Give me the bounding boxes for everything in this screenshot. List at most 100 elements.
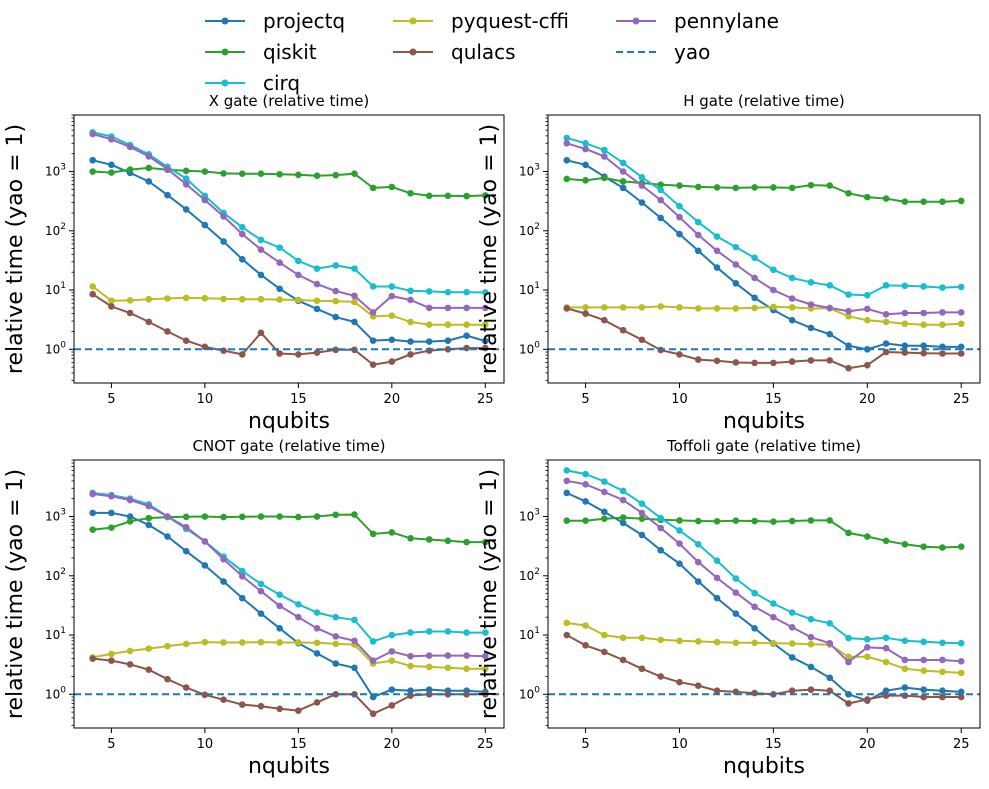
data-point-pyquest-cffi (638, 634, 646, 642)
data-point-cirq (882, 634, 890, 642)
data-point-pennylane (845, 658, 852, 666)
plot-area (74, 489, 504, 718)
data-point-projectq (238, 256, 246, 263)
data-point-qiskit (939, 544, 946, 551)
data-point-cirq (463, 288, 470, 296)
x-axis-label: nqubits (248, 409, 330, 434)
data-point-qiskit (276, 513, 283, 520)
data-point-projectq (257, 271, 265, 279)
data-point-qulacs (257, 329, 265, 337)
data-point-projectq (920, 342, 927, 350)
data-point-qulacs (939, 693, 946, 701)
plot-frame (73, 114, 505, 384)
data-point-pennylane (351, 292, 358, 300)
data-point-cirq (482, 289, 489, 296)
data-point-projectq (388, 336, 396, 344)
series-line-pennylane (566, 142, 962, 316)
data-point-projectq (713, 264, 721, 271)
data-point-projectq (732, 610, 740, 617)
data-point-pyquest-cffi (939, 668, 946, 676)
data-point-qulacs (238, 701, 246, 708)
data-point-cirq (882, 282, 890, 289)
data-point-cirq (313, 265, 321, 272)
data-point-qulacs (638, 665, 646, 673)
data-point-pyquest-cffi (238, 639, 246, 646)
data-point-qiskit (182, 513, 190, 521)
data-point-pennylane (864, 644, 871, 651)
data-point-pennylane (939, 309, 946, 316)
data-point-pyquest-cffi (444, 664, 452, 672)
data-point-pennylane (582, 145, 589, 153)
data-point-pennylane (920, 656, 927, 664)
data-point-qulacs (563, 305, 571, 312)
data-point-qulacs (957, 350, 965, 357)
data-point-qiskit (713, 184, 721, 191)
data-point-projectq (901, 684, 909, 691)
x-tick-label: 20 (859, 392, 876, 407)
x-tick-label: 15 (290, 737, 307, 752)
data-point-pennylane (276, 259, 283, 266)
data-point-qiskit (826, 182, 834, 189)
data-point-qulacs (126, 309, 134, 317)
data-point-cirq (657, 514, 664, 522)
legend-label: projectq (263, 9, 346, 33)
data-point-projectq (145, 178, 153, 185)
data-point-pyquest-cffi (864, 316, 871, 324)
data-point-qiskit (313, 172, 321, 180)
legend-item-pyquest-cffi: pyquest-cffi (393, 6, 569, 36)
y-tick-label: 103 (519, 163, 540, 179)
y-axis-label: relative time (yao = 1) (477, 124, 502, 374)
data-point-qiskit (182, 167, 190, 175)
data-point-qulacs (463, 344, 470, 352)
data-point-cirq (901, 282, 909, 290)
data-point-pennylane (939, 656, 946, 664)
data-point-cirq (694, 541, 702, 548)
data-point-qiskit (582, 517, 589, 525)
data-point-pennylane (482, 652, 489, 660)
data-point-pennylane (108, 136, 115, 143)
series-line-pennylane (92, 493, 486, 662)
series-line-pyquest-cffi (92, 285, 486, 326)
data-point-qulacs (164, 328, 171, 335)
data-point-qulacs (807, 357, 815, 364)
data-point-pennylane (201, 196, 209, 204)
legend-label: pyquest-cffi (451, 9, 570, 33)
series-line-projectq (92, 159, 486, 343)
data-point-pennylane (619, 168, 627, 175)
data-point-qiskit (770, 518, 777, 525)
y-tick-label: 100 (519, 340, 540, 356)
data-point-cirq (388, 283, 396, 290)
data-point-pyquest-cffi (676, 637, 683, 645)
y-tick-label: 102 (45, 222, 66, 238)
series-line-projectq (566, 492, 962, 702)
data-point-cirq (388, 631, 396, 639)
data-point-qulacs (407, 351, 414, 358)
series-line-projectq (92, 511, 486, 699)
data-point-projectq (220, 238, 227, 245)
data-point-cirq (582, 139, 589, 147)
data-point-qulacs (332, 346, 340, 354)
x-tick-label: 20 (859, 737, 876, 752)
data-point-pyquest-cffi (220, 639, 227, 646)
data-point-qulacs (619, 656, 627, 664)
data-point-cirq (407, 629, 414, 636)
series-line-pennylane (566, 479, 962, 664)
data-point-qiskit (582, 177, 589, 184)
legend-swatch (205, 79, 245, 87)
plot-area (74, 128, 504, 368)
data-point-qulacs (751, 359, 758, 367)
data-point-qiskit (126, 518, 134, 525)
data-point-projectq (108, 161, 115, 169)
data-point-cirq (425, 288, 433, 295)
data-point-projectq (89, 509, 96, 517)
data-point-projectq (582, 498, 589, 505)
data-point-projectq (407, 687, 414, 695)
data-point-pyquest-cffi (864, 653, 871, 661)
data-point-qiskit (920, 198, 927, 205)
data-point-cirq (444, 628, 452, 635)
data-point-projectq (89, 156, 96, 164)
data-point-projectq (257, 610, 265, 617)
data-point-pyquest-cffi (482, 665, 489, 673)
data-point-pennylane (732, 261, 740, 268)
